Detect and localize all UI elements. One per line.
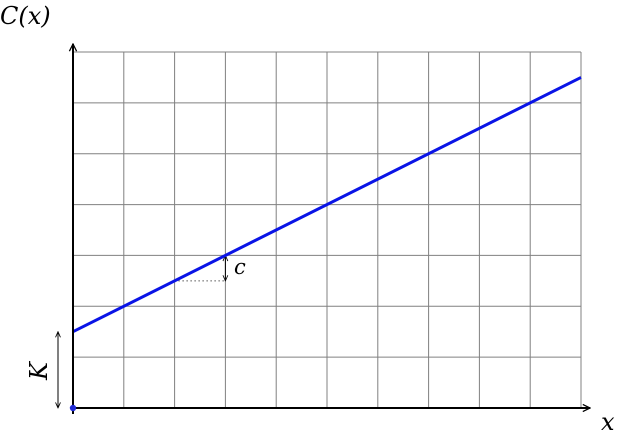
slope-label: c — [234, 255, 246, 279]
series-line — [72, 76, 582, 334]
origin-point — [69, 404, 77, 412]
axes — [70, 44, 590, 414]
intercept-label: K — [25, 360, 53, 381]
series-layer — [72, 76, 582, 334]
annotations — [58, 255, 225, 408]
x-axis-label: x — [601, 408, 615, 432]
y-axis-label: C(x) — [0, 2, 51, 30]
grid — [72, 51, 582, 409]
